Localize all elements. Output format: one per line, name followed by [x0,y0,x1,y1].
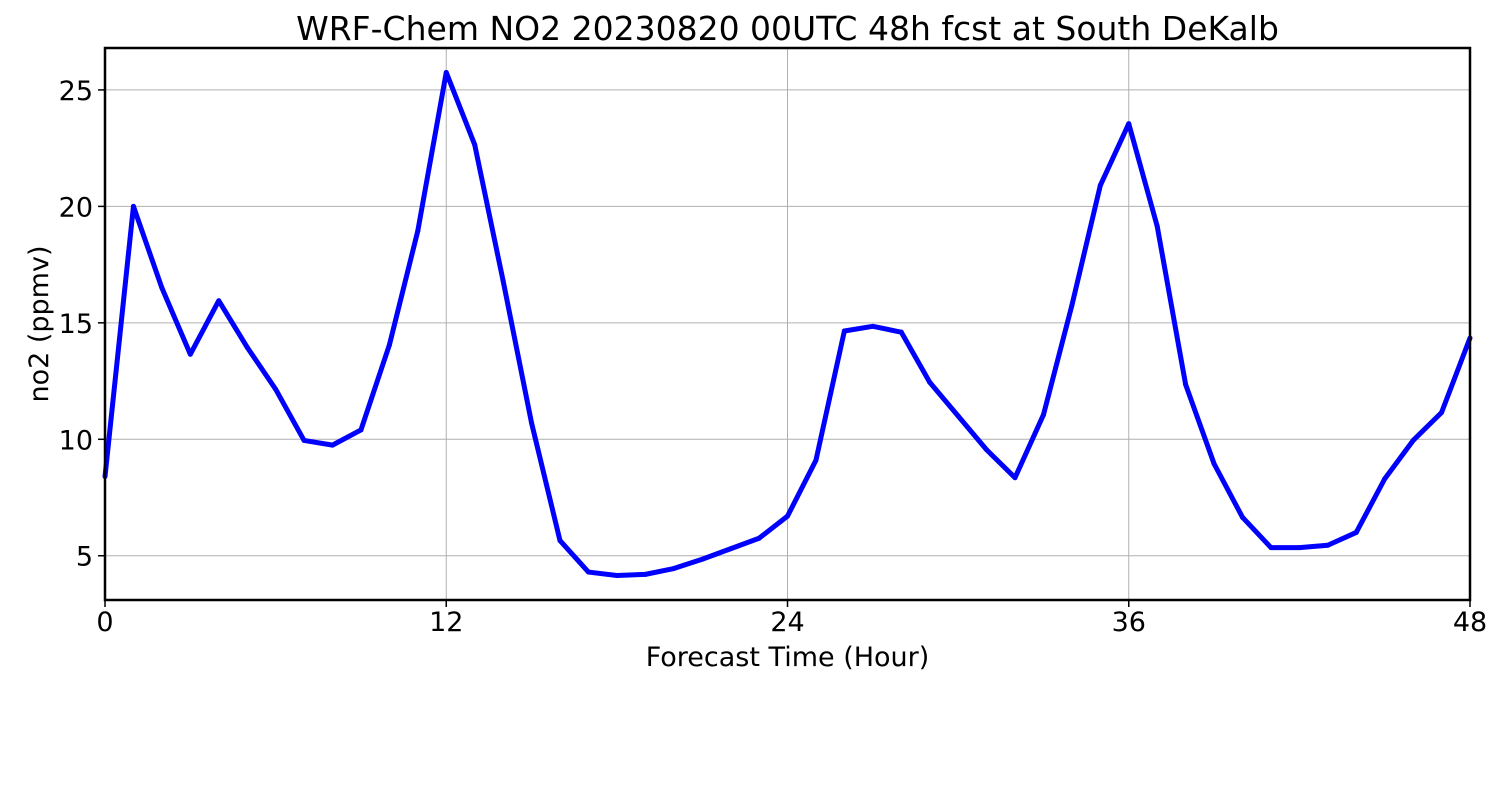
data-point [130,203,136,209]
data-point [1126,121,1132,127]
data-point [273,386,279,392]
chart-title: WRF-Chem NO2 20230820 00UTC 48h fcst at … [296,9,1279,48]
data-point [1097,182,1103,188]
data-point [671,566,677,572]
y-tick-label: 25 [59,76,93,107]
x-tick-label: 24 [770,607,804,638]
data-point [1296,545,1302,551]
data-point [500,278,506,284]
data-point [1439,410,1445,416]
data-point [756,535,762,541]
data-point [585,569,591,575]
x-tick-label: 48 [1453,607,1487,638]
data-point [330,442,335,448]
data-point [898,329,904,335]
data-point [1325,542,1331,548]
data-point [1069,302,1075,308]
data-point [785,513,790,519]
x-tick-label: 36 [1112,607,1146,638]
data-point [216,298,222,304]
data-point [386,342,392,348]
tick-layer: 0 12 24 36 48 5 10 15 20 25 [59,76,1488,638]
data-point [1382,476,1388,482]
data-point [813,457,819,463]
data-point [1183,382,1189,388]
data-point [984,447,990,453]
data-point [728,546,734,552]
data-point [699,556,705,562]
data-point [472,142,478,148]
y-tick-label: 20 [59,192,93,223]
data-point [244,344,250,350]
data-point [301,437,307,443]
data-point [1154,223,1160,229]
y-axis-label: no2 (ppmv) [24,245,55,402]
y-tick-label: 15 [59,309,93,340]
data-point [1268,545,1274,551]
data-point [927,379,933,385]
data-point [1410,437,1416,443]
data-point [159,285,165,291]
data-point [642,571,648,577]
data-point [358,427,364,433]
x-tick-label: 0 [96,607,113,638]
data-point [614,573,620,579]
data-point [1353,529,1359,535]
data-point [415,228,421,234]
data-point [1211,461,1217,467]
data-point [557,538,563,544]
data-point [1040,412,1046,418]
x-tick-label: 12 [429,607,463,638]
data-point [955,413,961,419]
x-axis-label: Forecast Time (Hour) [646,642,930,673]
data-point [529,420,535,426]
data-point [443,69,449,75]
data-point [1240,514,1245,520]
data-point [841,328,847,334]
y-tick-label: 10 [59,425,93,456]
y-tick-label: 5 [76,542,93,573]
data-point [870,323,876,329]
data-point [1012,475,1018,481]
data-point [187,351,193,357]
